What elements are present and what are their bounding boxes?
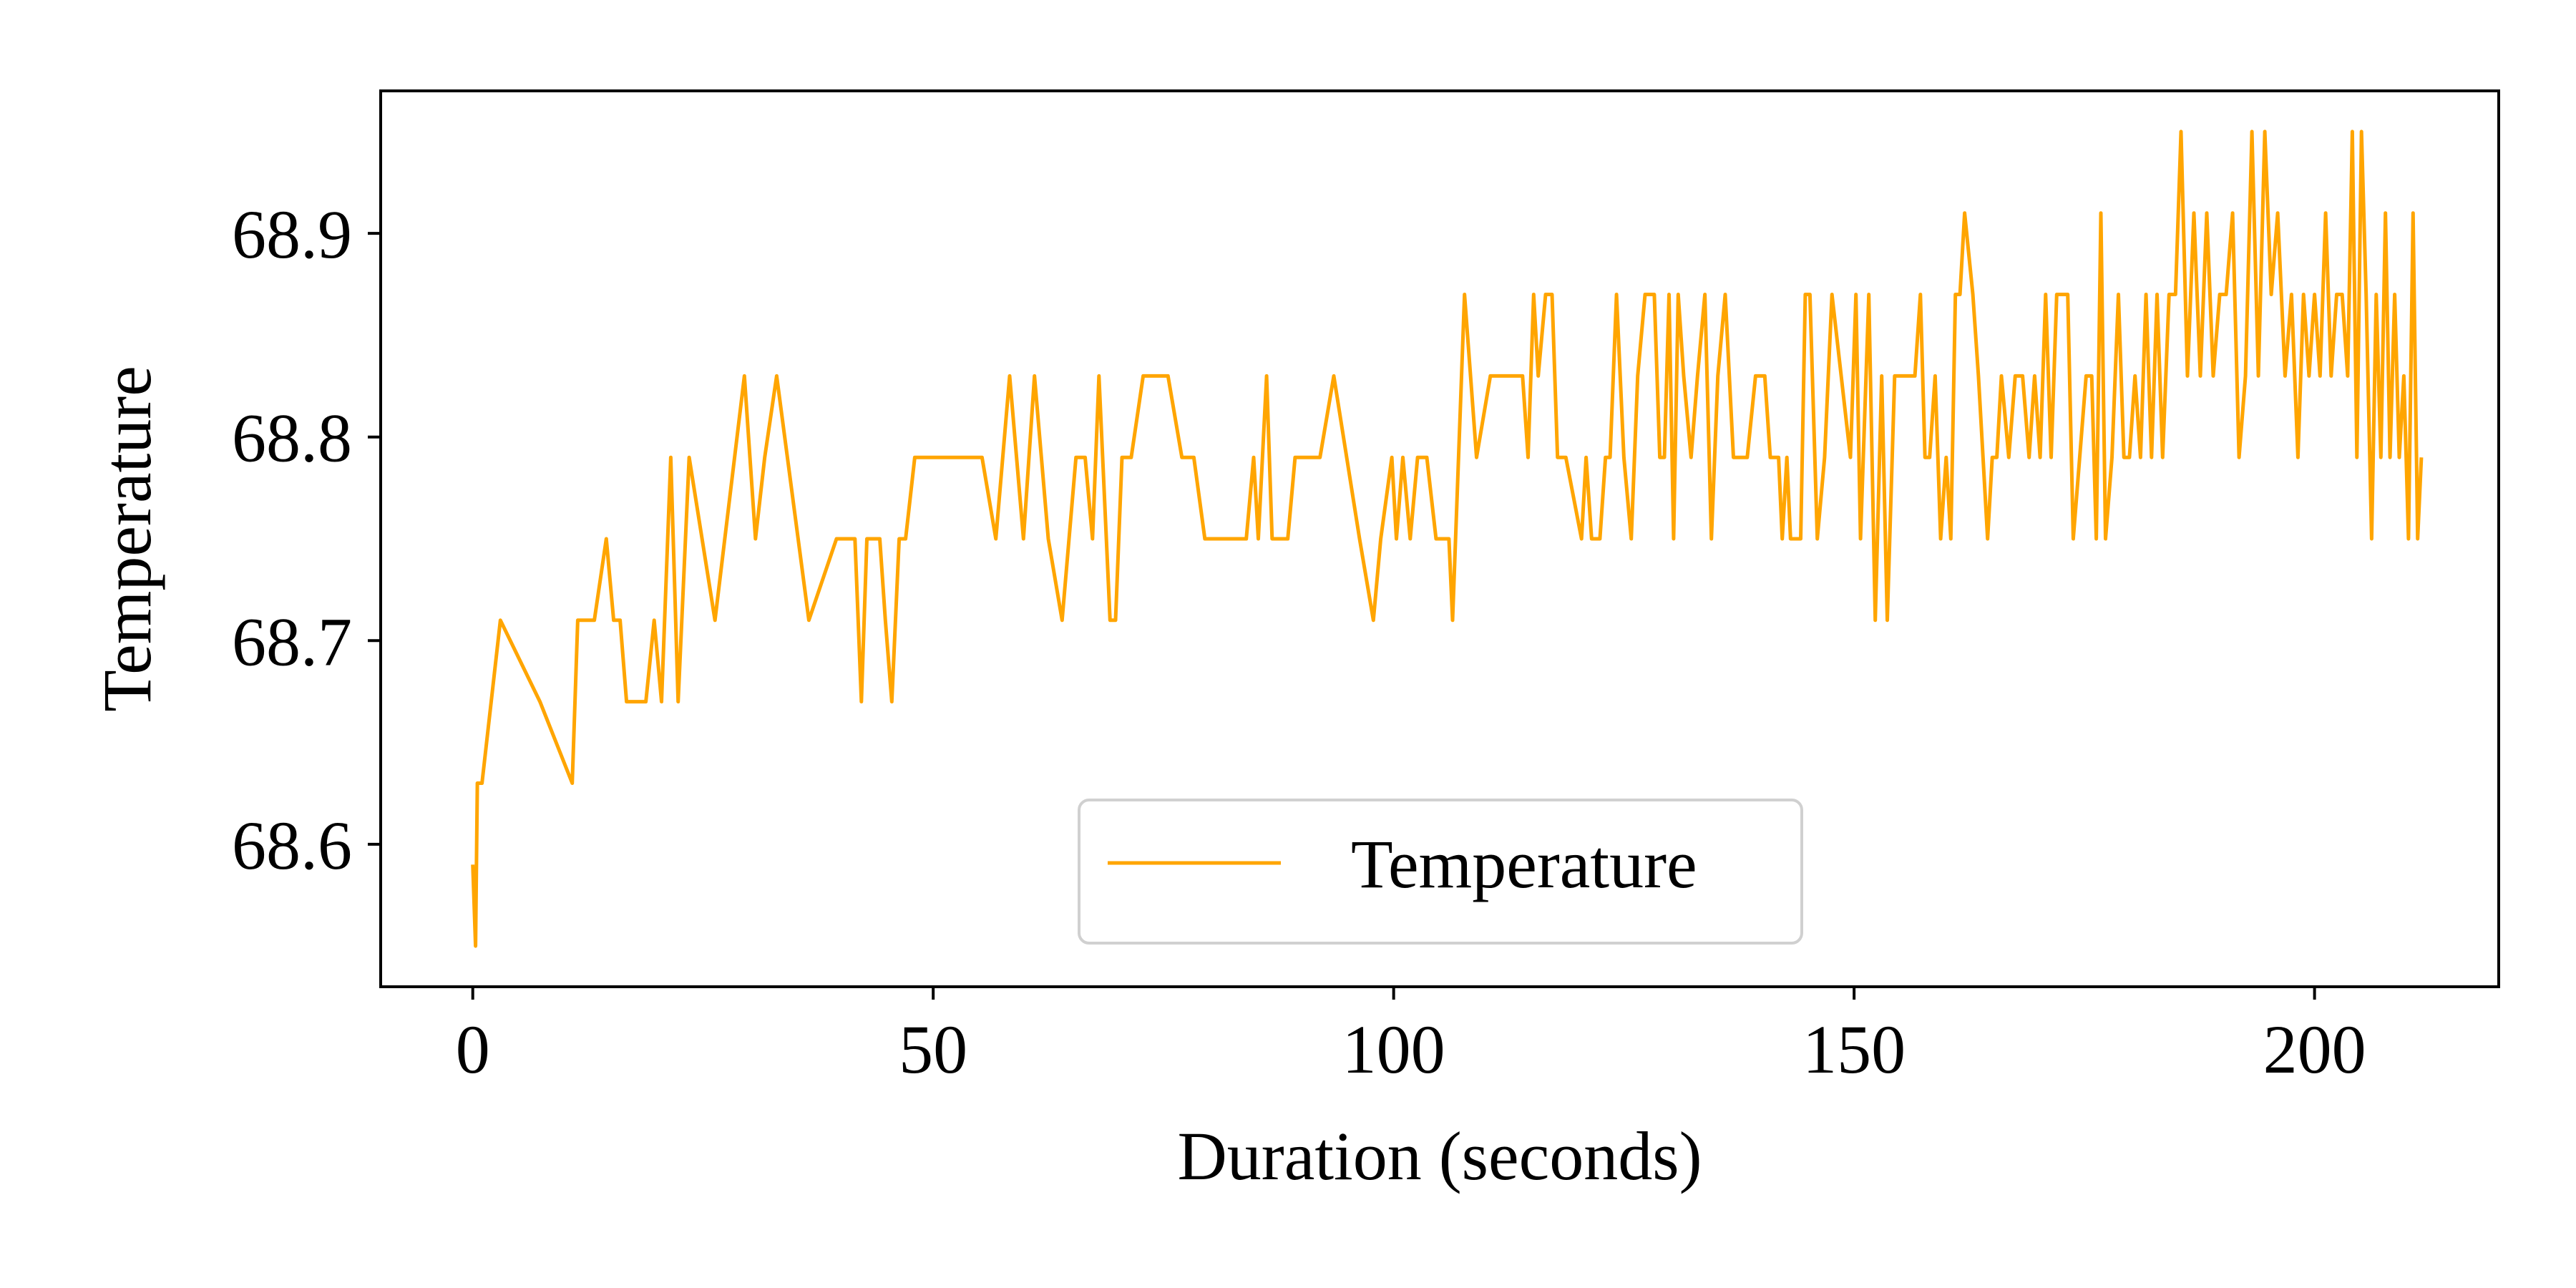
y-tick-label: 68.6 xyxy=(232,807,352,884)
x-tick-label: 50 xyxy=(899,1011,967,1088)
x-tick-label: 100 xyxy=(1342,1011,1445,1088)
y-tick-label: 68.9 xyxy=(232,196,352,273)
x-axis-label: Duration (seconds) xyxy=(1177,1118,1702,1194)
plot-area-frame xyxy=(379,89,2500,988)
legend: Temperature xyxy=(1078,799,1803,945)
legend-box xyxy=(1078,799,1803,945)
temperature-series-line xyxy=(471,130,2424,948)
y-axis-ticks: 68.6 68.7 68.8 68.9 xyxy=(232,196,381,884)
y-tick-label: 68.7 xyxy=(232,603,352,680)
y-axis-label: Temperature xyxy=(89,366,165,712)
x-tick-label: 0 xyxy=(456,1011,490,1088)
legend-label: Temperature xyxy=(1351,826,1697,902)
x-tick-label: 150 xyxy=(1802,1011,1906,1088)
y-tick-label: 68.8 xyxy=(232,400,352,477)
x-axis-ticks: 0 50 100 150 200 xyxy=(456,987,2366,1088)
x-tick-label: 200 xyxy=(2263,1011,2366,1088)
